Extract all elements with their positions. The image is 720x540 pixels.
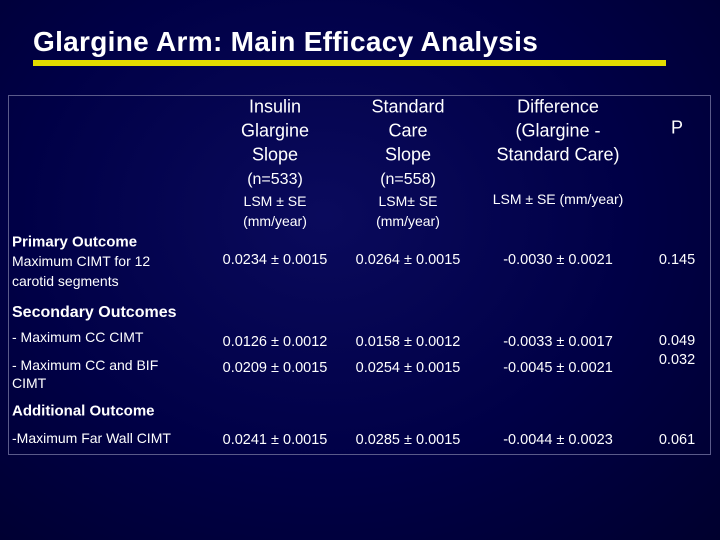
cell: 0.0126 ± 0.0012	[222, 334, 328, 350]
section-title: Secondary Outcomes	[12, 304, 177, 321]
row-label: Maximum CIMT for 12	[12, 253, 151, 269]
row-label: - Maximum CC CIMT	[12, 329, 144, 345]
cell: -0.0044 ± 0.0023	[503, 432, 613, 448]
cell: 0.0264 ± 0.0015	[355, 252, 461, 268]
cell: 0.0209 ± 0.0015	[222, 360, 328, 376]
column-header: Difference	[517, 96, 599, 117]
column-unit: LSM ± SE	[243, 193, 307, 209]
column-header: Care	[388, 120, 428, 141]
column-header: Insulin	[248, 96, 302, 117]
cell: 0.0254 ± 0.0015	[355, 360, 461, 376]
title-underline	[33, 60, 666, 66]
column-unit: (mm/year)	[376, 213, 440, 229]
section-title: Primary Outcome	[12, 233, 138, 251]
row-label: CIMT	[12, 375, 47, 391]
cell: 0.0234 ± 0.0015	[222, 252, 328, 268]
cell: -0.0045 ± 0.0021	[503, 360, 613, 376]
column-header: P	[670, 117, 684, 138]
column-unit: (mm/year)	[243, 213, 307, 229]
cell: -0.0033 ± 0.0017	[503, 334, 613, 350]
row-label: - Maximum CC and BIF	[12, 357, 159, 373]
column-header: (n=558)	[380, 171, 436, 188]
section-title: Additional Outcome	[12, 402, 155, 420]
cell: 0.0241 ± 0.0015	[222, 432, 328, 448]
cell: 0.0285 ± 0.0015	[355, 432, 461, 448]
column-header: (Glargine -	[515, 120, 601, 141]
column-header: Glargine	[240, 120, 310, 141]
column-header: Slope	[384, 144, 432, 165]
column-header: Standard Care)	[496, 144, 620, 165]
column-header: (n=533)	[247, 171, 303, 188]
column-header: Slope	[251, 144, 299, 165]
column-header: Standard	[371, 96, 445, 117]
cell: 0.049	[658, 333, 696, 349]
cell: 0.032	[658, 352, 696, 368]
cell: -0.0030 ± 0.0021	[503, 252, 613, 268]
cell: 0.145	[658, 252, 696, 268]
column-unit: LSM± SE	[378, 193, 438, 209]
slide-title: Glargine Arm: Main Efficacy Analysis	[33, 26, 539, 57]
table-frame	[8, 95, 711, 455]
column-unit: LSM ± SE (mm/year)	[492, 191, 624, 207]
row-label: -Maximum Far Wall CIMT	[12, 430, 171, 446]
row-label: carotid segments	[12, 273, 119, 289]
cell: 0.061	[658, 432, 696, 448]
cell: 0.0158 ± 0.0012	[355, 334, 461, 350]
